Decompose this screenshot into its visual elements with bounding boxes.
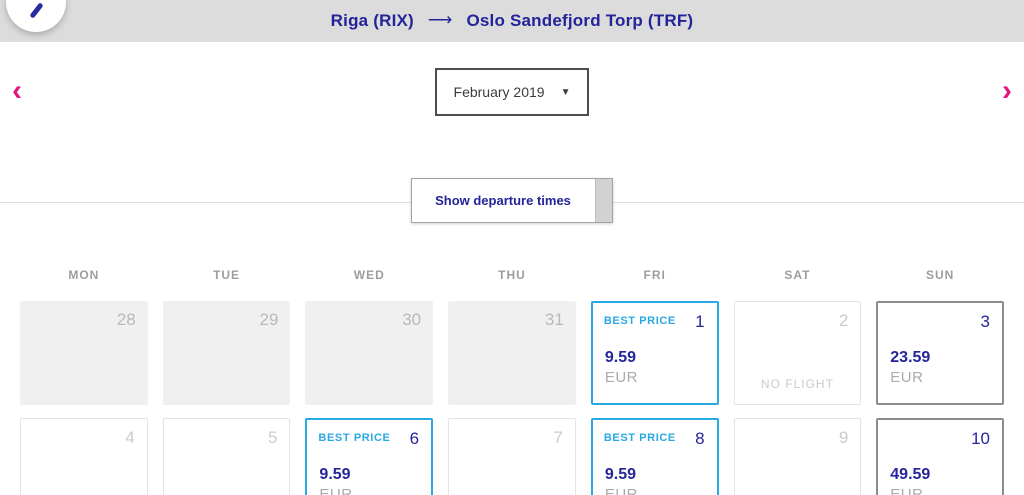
calendar-cell-10[interactable]: 10 49.59 EUR [876, 418, 1004, 495]
calendar-cell-29: 29 [162, 301, 291, 405]
currency-label: EUR [890, 486, 924, 495]
calendar-cell-4: 4NO FLIGHT [20, 418, 148, 495]
day-number: 9 [838, 428, 849, 447]
route-header: Riga (RIX) ⟶ Oslo Sandefjord Torp (TRF) [0, 0, 1024, 42]
day-number: 31 [544, 310, 564, 329]
toggle-area: Show departure times [0, 154, 1024, 224]
day-number: 4 [125, 428, 135, 447]
route-title: Riga (RIX) ⟶ Oslo Sandefjord Torp (TRF) [330, 10, 694, 31]
no-flight-label: NO FLIGHT [760, 377, 834, 391]
day-header-wed: WED [353, 268, 385, 282]
calendar-cell-8[interactable]: BEST PRICE 8 9.59 EUR [590, 418, 719, 495]
day-number: 1 [695, 312, 705, 331]
currency-label: EUR [604, 486, 639, 495]
price-value: 9.59 [604, 349, 636, 366]
day-number: 6 [409, 429, 420, 448]
day-number: 3 [980, 312, 990, 331]
chevron-down-icon: ▼ [560, 86, 571, 98]
show-departure-times-button[interactable]: Show departure times [411, 178, 613, 223]
price-value: 9.59 [319, 466, 351, 483]
calendar-cell-9: 9NO FLIGHT [733, 418, 862, 495]
day-header-mon: MON [68, 268, 100, 282]
best-price-badge: BEST PRICE [603, 432, 676, 444]
calendar-cell-28: 28 [20, 301, 148, 405]
day-number: 29 [259, 310, 279, 329]
button-grip [595, 179, 612, 222]
calendar-cell-6[interactable]: BEST PRICE 6 9.59 EUR [305, 418, 434, 495]
day-header-sat: SAT [784, 268, 811, 282]
day-number: 7 [553, 428, 563, 447]
price-value: 9.59 [604, 466, 636, 483]
calendar-cell-5: 5NO FLIGHT [162, 418, 291, 495]
route-origin: Riga (RIX) [330, 11, 414, 30]
best-price-badge: BEST PRICE [603, 315, 676, 327]
clock-icon [6, 0, 66, 32]
best-price-badge: BEST PRICE [318, 432, 391, 444]
show-departure-times-label: Show departure times [435, 193, 571, 208]
currency-label: EUR [604, 369, 639, 386]
month-navigation: ‹ February 2019 ▼ › [0, 68, 1024, 154]
fare-calendar: MON TUE WED THU FRI SAT SUN 28 29 30 31 BEST PRICE… [20, 268, 1004, 495]
calendar-cell-30: 30 [305, 301, 434, 405]
day-headers: MON TUE WED THU FRI SAT SUN [20, 268, 1004, 282]
day-number: 8 [695, 429, 705, 448]
day-header-tue: TUE [213, 268, 241, 282]
clock-hand [29, 2, 44, 19]
calendar-cell-2: 2 NO FLIGHT [733, 301, 862, 405]
next-month-icon[interactable]: › [1002, 74, 1012, 107]
price-value: 23.59 [890, 349, 931, 366]
month-selector-label: February 2019 [453, 84, 545, 100]
day-number: 5 [267, 428, 278, 447]
calendar-cell-3[interactable]: 3 23.59 EUR [876, 301, 1004, 405]
calendar-cell-1[interactable]: BEST PRICE 1 9.59 EUR [590, 301, 719, 405]
day-number: 10 [971, 429, 990, 448]
route-arrow-icon: ⟶ [427, 10, 453, 29]
price-value: 49.59 [890, 466, 931, 483]
prev-month-icon[interactable]: ‹ [12, 74, 22, 107]
calendar-grid: 28 29 30 31 BEST PRICE 1 9.59 EUR 2 NO FLIGHT 3 23.… [20, 301, 1004, 495]
calendar-cell-31: 31 [448, 301, 576, 405]
route-destination: Oslo Sandefjord Torp (TRF) [466, 11, 694, 30]
day-header-sun: SUN [925, 268, 955, 282]
day-header-fri: FRI [643, 268, 666, 282]
month-selector[interactable]: February 2019 ▼ [435, 68, 589, 116]
day-number: 28 [116, 310, 136, 329]
day-number: 2 [838, 311, 849, 330]
day-number: 30 [402, 310, 422, 329]
calendar-cell-7: 7NO FLIGHT [448, 418, 576, 495]
currency-label: EUR [319, 486, 353, 495]
currency-label: EUR [890, 369, 924, 386]
day-header-thu: THU [498, 268, 526, 282]
